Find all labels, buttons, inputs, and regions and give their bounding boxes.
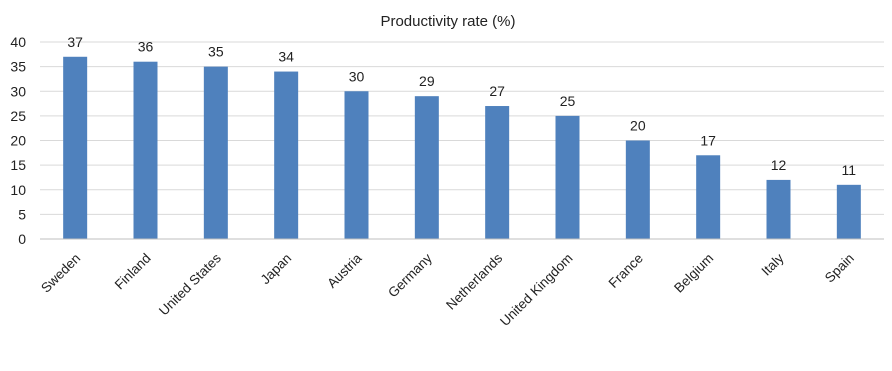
x-tick-label: Finland: [112, 251, 154, 293]
x-tick-label: Japan: [258, 251, 295, 288]
gridlines: [40, 41, 884, 215]
data-label: 34: [278, 49, 294, 65]
data-label: 35: [208, 44, 224, 60]
bar: [485, 106, 510, 240]
y-tick-label: 0: [18, 231, 26, 247]
data-label: 36: [138, 39, 154, 55]
data-label: 27: [489, 83, 505, 99]
bar: [274, 71, 299, 239]
bar: [625, 140, 650, 239]
bar: [133, 61, 158, 240]
x-tick-label: Austria: [324, 250, 365, 291]
data-label: 25: [560, 93, 576, 109]
x-tick-label: United Kingdom: [497, 251, 576, 330]
data-label: 11: [842, 162, 857, 178]
y-tick-label: 25: [10, 108, 26, 124]
x-tick-label: Belgium: [671, 251, 716, 296]
x-tick-label: United States: [156, 250, 224, 318]
x-tick-label: Spain: [822, 251, 857, 286]
data-label: 17: [700, 132, 716, 148]
bar: [555, 115, 580, 239]
chart-title: Productivity rate (%): [380, 13, 515, 30]
x-tick-label: Germany: [385, 250, 435, 300]
data-label: 30: [349, 68, 365, 84]
data-labels: 37 36 35 34 30 29 27 25 20 17 12 11: [67, 34, 856, 178]
y-tick-label: 35: [10, 59, 26, 75]
data-label: 29: [419, 73, 435, 89]
data-label: 37: [67, 34, 83, 50]
bar: [414, 96, 439, 239]
y-tick-label: 5: [18, 206, 26, 222]
data-label: 20: [630, 118, 646, 134]
x-axis-categories: Sweden Finland United States Japan Austria Ge…: [38, 250, 857, 329]
x-tick-label: Italy: [759, 250, 787, 278]
bar: [696, 155, 721, 239]
bar: [203, 66, 228, 239]
y-tick-label: 20: [10, 133, 26, 149]
bar: [344, 91, 369, 239]
data-label: 12: [771, 157, 787, 173]
y-tick-label: 15: [10, 157, 26, 173]
bar: [63, 56, 88, 240]
bars: [63, 56, 861, 240]
x-tick-label: Netherlands: [443, 250, 505, 312]
y-tick-label: 40: [10, 34, 26, 50]
x-tick-label: France: [606, 251, 646, 291]
bar: [766, 179, 791, 239]
y-axis-ticks: 0 5 10 15 20 25 30 35 40: [10, 34, 26, 247]
y-tick-label: 10: [10, 182, 26, 198]
y-tick-label: 30: [10, 83, 26, 99]
bar: [836, 184, 861, 239]
x-tick-label: Sweden: [38, 251, 83, 296]
